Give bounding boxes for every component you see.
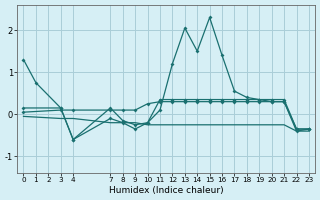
X-axis label: Humidex (Indice chaleur): Humidex (Indice chaleur) — [109, 186, 224, 195]
